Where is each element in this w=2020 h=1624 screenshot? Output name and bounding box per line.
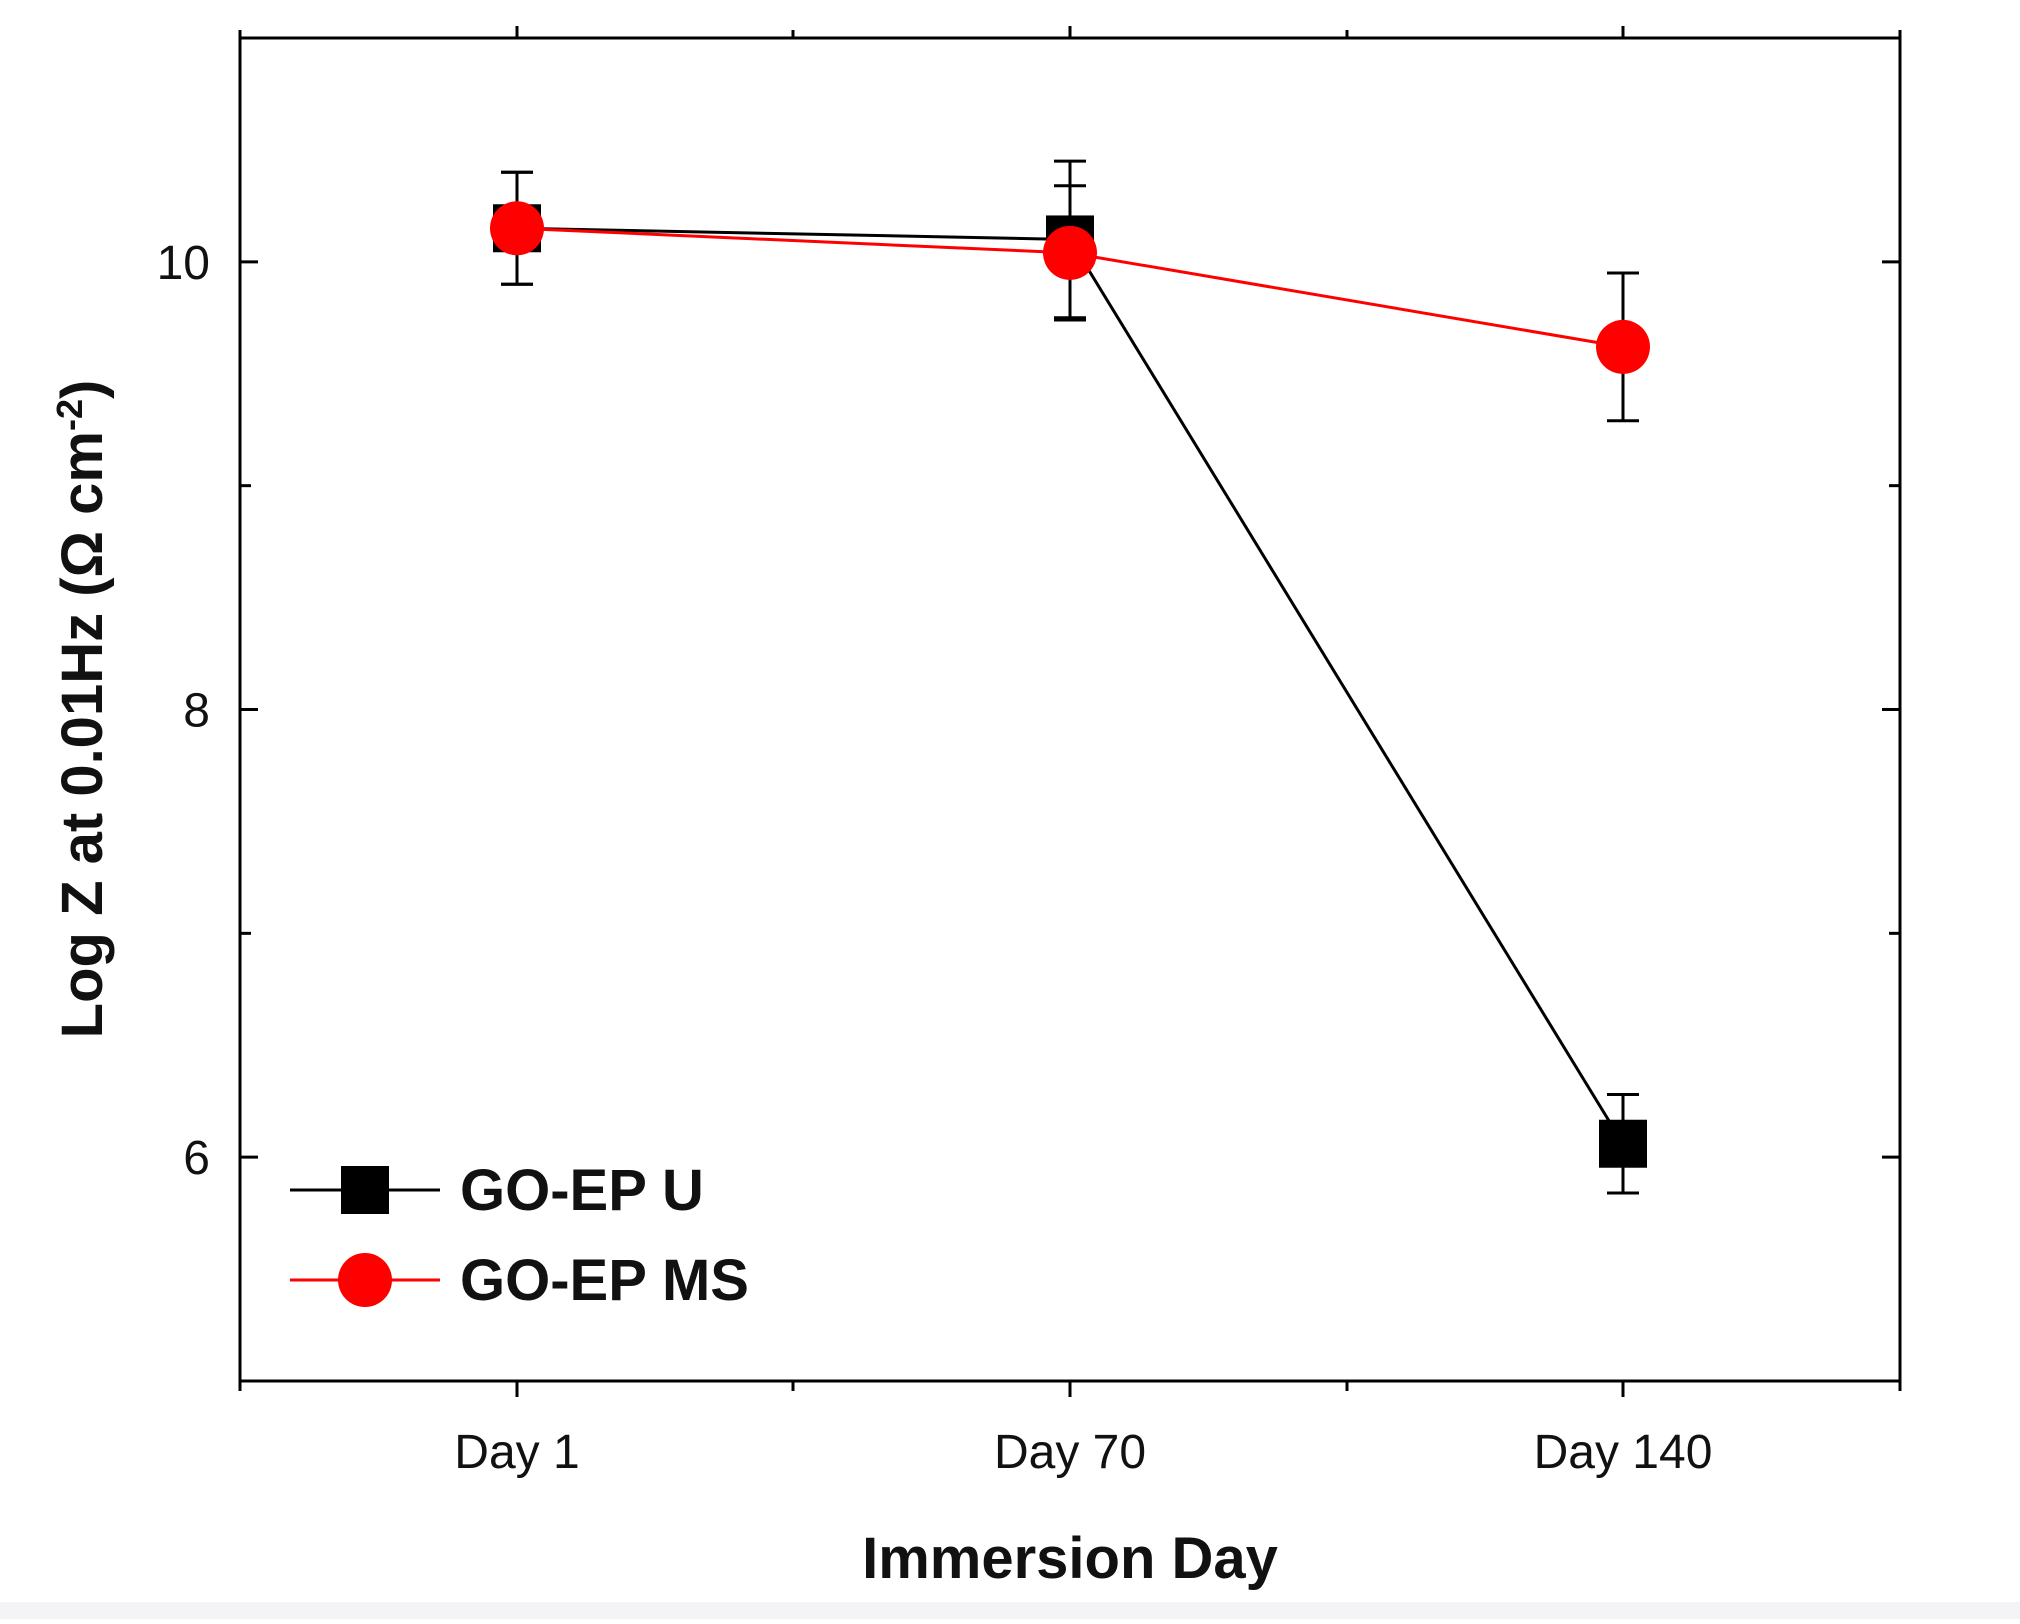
data-point-go-ep-u xyxy=(1599,1119,1647,1168)
bottom-strip xyxy=(0,1602,2020,1619)
legend-label-go-ep-ms: GO-EP MS xyxy=(460,1248,749,1313)
y-axis-title-close: ) xyxy=(50,380,115,399)
series-line-go-ep-u xyxy=(516,226,1625,1145)
y-ticks xyxy=(240,36,1900,1383)
legend-marker-go-ep-u xyxy=(341,1166,389,1214)
x-ticks xyxy=(238,26,1902,1397)
x-tick-label: Day 1 xyxy=(454,1426,579,1479)
x-tick-label: Day 70 xyxy=(994,1426,1146,1479)
y-tick-labels: 6 8 10 xyxy=(157,237,210,1185)
y-tick-label: 6 xyxy=(183,1132,210,1185)
legend-label-go-ep-u: GO-EP U xyxy=(460,1158,704,1223)
data-point-go-ep-ms xyxy=(1596,319,1650,374)
y-tick-label: 8 xyxy=(183,685,210,738)
x-tick-label: Day 140 xyxy=(1534,1426,1713,1479)
data-point-go-ep-ms xyxy=(1043,225,1097,280)
legend: GO-EP U GO-EP MS xyxy=(290,1158,749,1313)
x-tick-labels: Day 1 Day 70 Day 140 xyxy=(454,1426,1712,1479)
y-axis-title-superscript: -2 xyxy=(49,399,90,431)
y-axis-title: Log Z at 0.01Hz (Ω cm-2) xyxy=(49,380,116,1039)
series-layer xyxy=(490,159,1650,1195)
y-tick-label: 10 xyxy=(157,237,210,290)
y-axis-title-main: Log Z at 0.01Hz (Ω cm xyxy=(50,431,115,1038)
data-point-go-ep-ms xyxy=(490,201,544,256)
x-axis-title: Immersion Day xyxy=(862,1526,1278,1591)
legend-marker-go-ep-ms xyxy=(338,1253,392,1307)
